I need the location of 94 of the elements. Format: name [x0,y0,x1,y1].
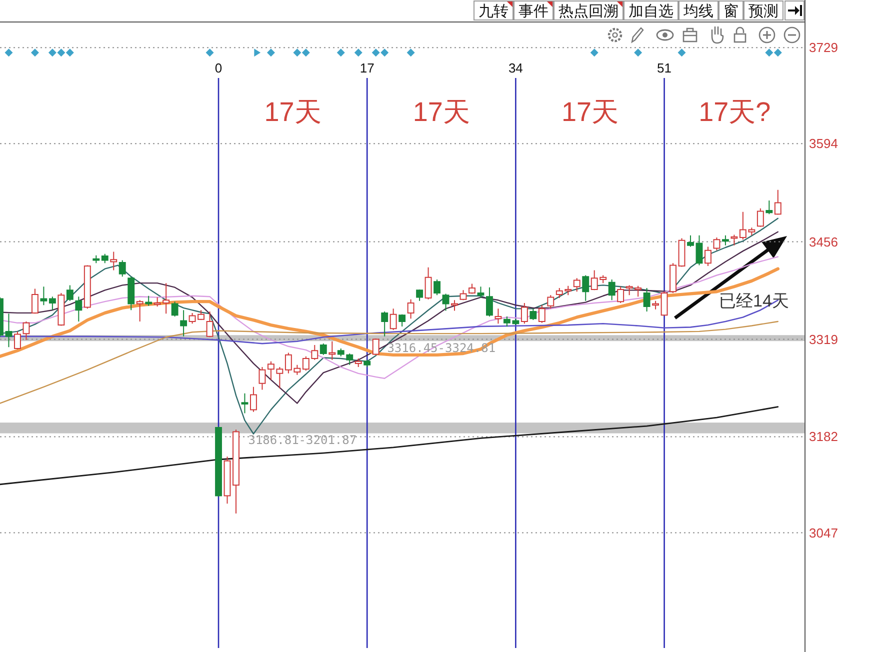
candlestick [5,313,12,348]
candlestick [354,358,362,368]
candlestick [538,304,546,324]
candlestick [582,274,590,302]
y-tick-label: 3594 [809,136,838,152]
candlestick [101,253,108,264]
candlestick [442,293,450,312]
candlestick [40,286,48,306]
candlestick [84,264,91,310]
text: 九转 [478,3,508,20]
candlestick [145,295,152,306]
candlestick [215,426,222,497]
y-tick-label: 3456 [809,234,838,250]
candlestick [328,340,336,360]
candlestick [171,301,178,317]
candlestick [730,234,738,246]
candlestick [206,311,214,338]
annotation: 17天? [698,97,771,127]
candlestick [364,359,371,368]
candlestick [530,308,537,321]
text: 预测 [748,3,778,20]
candlestick [180,310,188,337]
candlestick [224,456,231,504]
x-tick-label: 51 [657,60,672,76]
annotation: 17天 [561,97,619,127]
candlestick [258,366,266,390]
candlestick [398,314,406,327]
candlestick [573,278,580,292]
candlestick [92,254,100,264]
candlestick [494,308,502,324]
candlestick [22,320,30,340]
candlestick [118,260,126,278]
candlestick [617,286,624,304]
annotation: 已经14天 [719,292,789,310]
candlestick [477,286,484,299]
candlestick [390,308,397,331]
candlestick [31,288,38,314]
candlestick [434,279,440,296]
candlestick [774,189,782,216]
y-tick-label: 3047 [809,525,838,540]
candlestick [75,296,82,322]
annotation: 3186.81-3201.87 [248,433,357,448]
candlestick [696,234,703,266]
candlestick [232,429,240,514]
candlestick [136,300,144,322]
y-tick-label: 3729 [809,40,838,56]
candlestick [250,386,257,412]
candlestick [704,246,712,266]
candlestick [722,234,729,246]
candlestick [678,238,686,268]
candlestick [14,330,21,350]
text: 加自选 [628,3,674,20]
candlestick [241,392,248,414]
candlestick [660,291,668,316]
candlestick [670,262,676,294]
candlestick [337,348,344,357]
y-tick-label: 3182 [809,429,838,444]
candlestick [451,300,458,312]
annotation: 17天 [264,97,322,127]
annotation: 17天 [412,97,470,127]
line-series [0,406,779,486]
candlestick [346,353,354,366]
candlestick [128,276,135,311]
candlestick [766,200,773,215]
candlestick [407,298,414,320]
candlestick [547,294,554,310]
candlestick [48,296,56,311]
candlestick [416,288,424,302]
candlestick [643,288,650,312]
candlestick [608,279,616,301]
x-tick-label: 34 [508,60,523,76]
candlestick [110,251,118,271]
line-series [0,320,778,404]
text: 热点回溯 [558,3,618,20]
x-tick-label: 17 [360,60,374,76]
candlestick [652,300,660,310]
candlestick [520,302,528,324]
candlestick [320,343,327,356]
candlestick [756,208,764,228]
candlestick [58,292,65,326]
text: 事件 [518,3,548,20]
candlestick [460,290,467,301]
y-tick-label: 3319 [809,332,838,347]
candlestick [424,266,432,300]
candlestick [687,234,694,248]
candlestick [372,338,380,356]
candlestick [66,284,74,302]
text: 窗 [724,3,738,20]
x-tick-label: 0 [214,60,222,76]
candlestick [468,283,476,294]
candlestick [486,286,493,317]
candlestick [381,311,388,337]
candlestick [713,237,720,251]
text: 均线 [682,3,714,20]
